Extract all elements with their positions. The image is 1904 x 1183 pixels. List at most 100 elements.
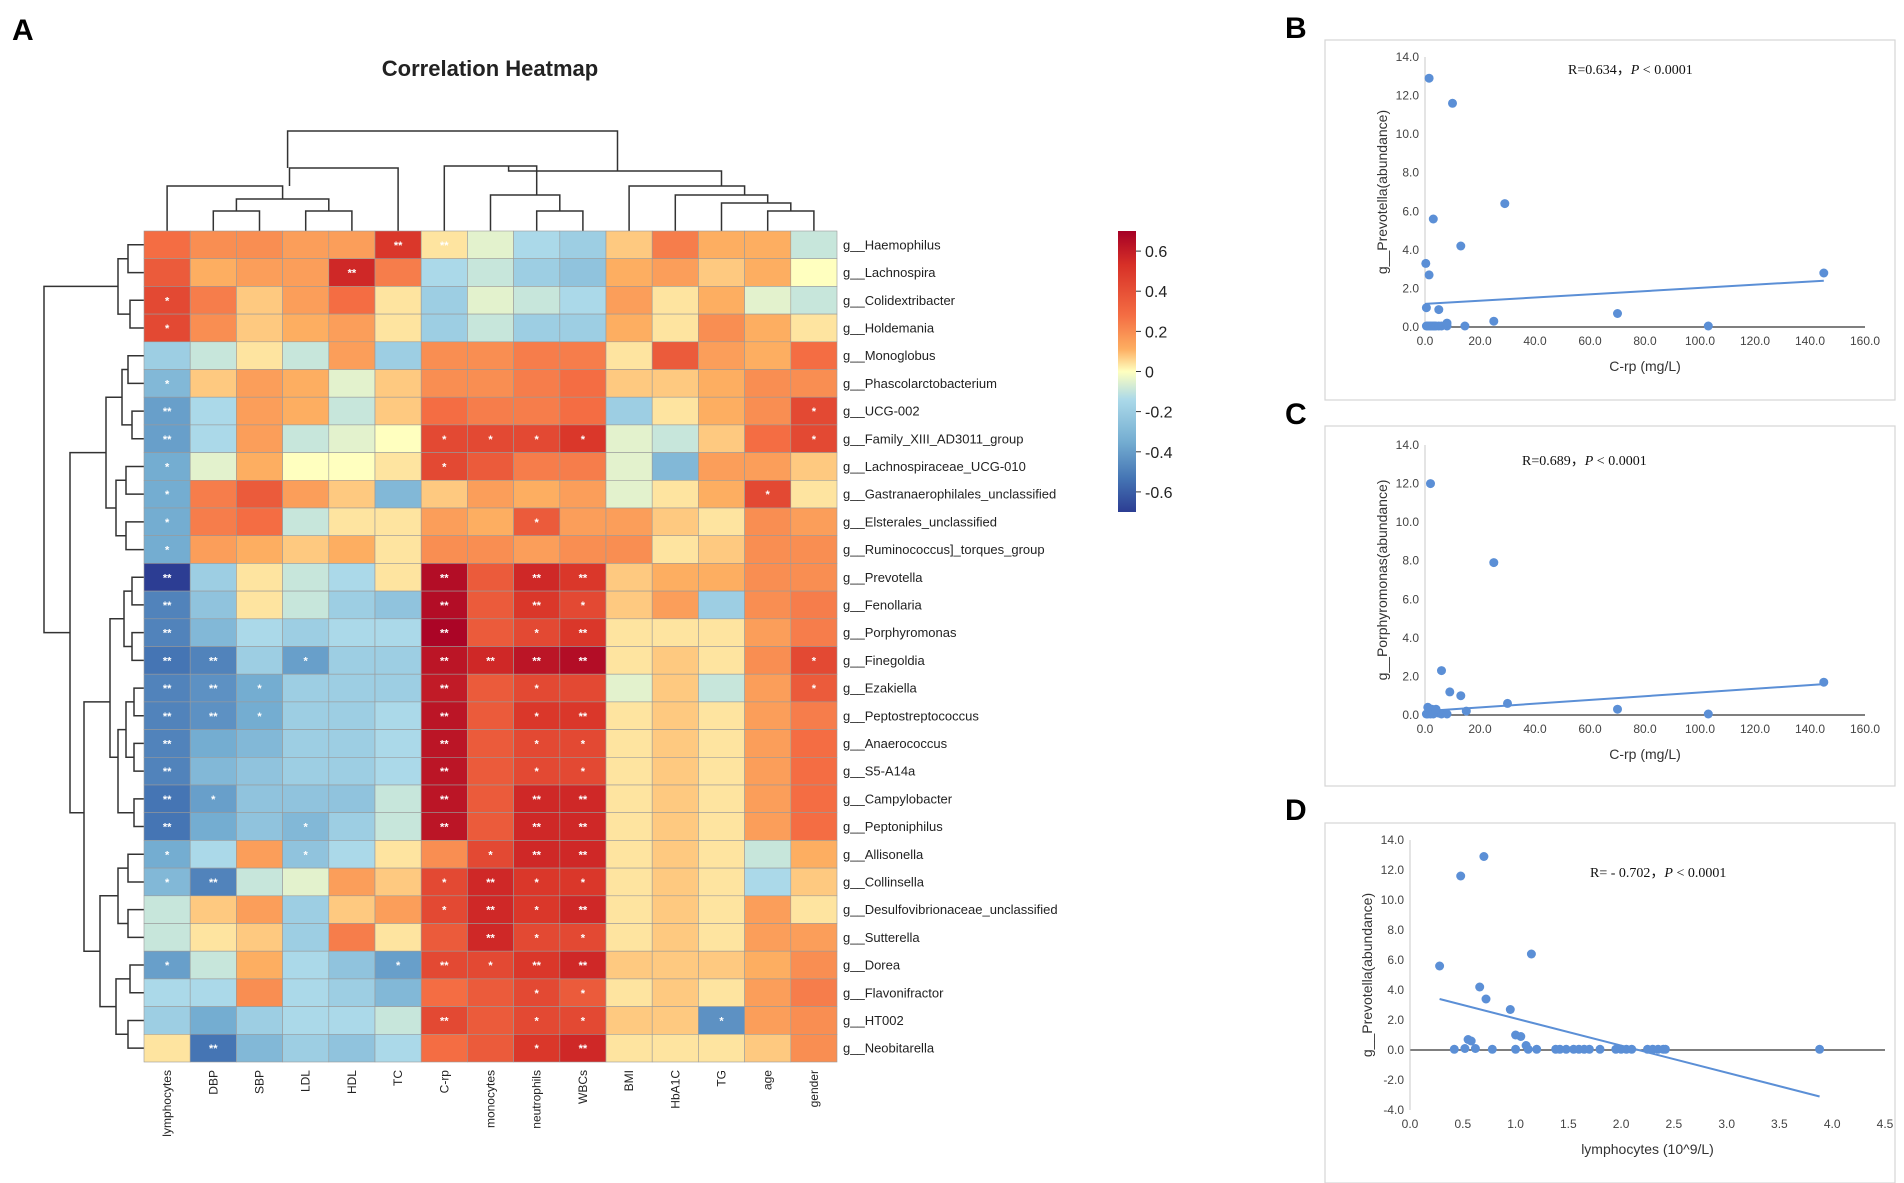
- heatmap-cell: [467, 812, 514, 841]
- heatmap-cell: [143, 369, 191, 398]
- heatmap-cell: [744, 507, 792, 537]
- heatmap-cell: [143, 230, 191, 260]
- heatmap-cell: [236, 646, 283, 675]
- dendrogram-link: [109, 618, 124, 759]
- heatmap-cell: [328, 286, 376, 315]
- heatmap-cell: [698, 535, 745, 564]
- heatmap-cell: [698, 341, 745, 370]
- heatmap-cell: [374, 590, 422, 620]
- significance-mark: **: [579, 711, 588, 723]
- heatmap-cell: [790, 1006, 838, 1035]
- data-point: [1505, 1005, 1515, 1014]
- heatmap-cell: [698, 978, 745, 1007]
- y-tick-label: 8.0: [1402, 166, 1419, 180]
- heatmap-cell: [420, 867, 468, 897]
- heatmap-cell: [513, 729, 561, 758]
- heatmap-cell: [374, 923, 422, 952]
- heatmap-cell: [513, 978, 561, 1007]
- heatmap-cell: [328, 812, 376, 841]
- row-label: g__Phascolarctobacterium: [843, 376, 997, 391]
- data-point: [1456, 871, 1466, 881]
- heatmap-cell: [467, 784, 514, 814]
- data-point: [1660, 1044, 1670, 1054]
- correlation-annotation: R= - 0.702，P < 0.0001: [1590, 866, 1726, 881]
- heatmap-cell: [374, 729, 422, 758]
- significance-mark: **: [163, 572, 172, 584]
- heatmap-cell: [605, 646, 653, 675]
- y-tick-label: 14.0: [1381, 833, 1405, 847]
- heatmap-cell: [467, 673, 514, 703]
- heatmap-cell: [328, 701, 376, 730]
- significance-mark: **: [440, 600, 449, 612]
- data-point: [1424, 270, 1434, 280]
- significance-mark: **: [163, 711, 172, 723]
- dendrogram-link: [674, 194, 769, 231]
- row-label: g__Haemophilus: [843, 237, 941, 252]
- heatmap-cell: [513, 1034, 561, 1063]
- heatmap-cell: [513, 1006, 561, 1035]
- heatmap-cell: [143, 452, 191, 481]
- heatmap-cell: [467, 701, 514, 730]
- row-label: g__Lachnospira: [843, 265, 936, 280]
- significance-mark: *: [812, 655, 817, 667]
- significance-mark: **: [163, 655, 172, 667]
- significance-mark: *: [442, 877, 447, 889]
- data-point: [1479, 852, 1489, 861]
- heatmap-cell: [143, 923, 191, 952]
- x-tick-label: 4.0: [1824, 1117, 1841, 1131]
- significance-mark: *: [396, 960, 401, 972]
- heatmap-cell: [282, 258, 330, 287]
- significance-mark: *: [535, 683, 540, 695]
- heatmap-cell: [605, 286, 653, 315]
- heatmap-cell: [189, 341, 237, 370]
- heatmap-cell: [790, 507, 838, 537]
- heatmap-cell: [236, 618, 283, 647]
- heatmap-cell: [559, 950, 607, 980]
- heatmap-cell: [143, 507, 191, 537]
- heatmap-cell: [790, 452, 838, 481]
- significance-mark: **: [163, 794, 172, 806]
- heatmap-cell: [651, 840, 699, 869]
- heatmap-cell: [374, 313, 422, 343]
- heatmap-cell: [559, 258, 607, 287]
- heatmap-cell: [420, 812, 468, 841]
- heatmap-cell: [189, 895, 237, 924]
- x-tick-label: 20.0: [1468, 722, 1492, 736]
- heatmap-cell: [698, 646, 745, 675]
- significance-mark: **: [532, 849, 541, 861]
- heatmap-cell: [282, 895, 330, 924]
- heatmap-cell: [790, 812, 838, 841]
- y-tick-label: 2.0: [1402, 669, 1419, 683]
- x-tick-label: 20.0: [1468, 334, 1492, 348]
- data-point: [1449, 1044, 1459, 1054]
- heatmap-cell: [328, 673, 376, 703]
- row-label: g__Dorea: [843, 958, 901, 973]
- heatmap-cell: [790, 729, 838, 758]
- significance-mark: **: [163, 738, 172, 750]
- heatmap-cell: [559, 424, 607, 453]
- heatmap-cell: [698, 369, 745, 398]
- data-point: [1428, 214, 1438, 224]
- heatmap-cell: [189, 313, 237, 343]
- significance-mark: *: [165, 378, 170, 390]
- heatmap-cell: [559, 1034, 607, 1063]
- significance-mark: **: [579, 960, 588, 972]
- heatmap-cell: [282, 1034, 330, 1063]
- data-point: [1442, 709, 1452, 719]
- heatmap-cell: [420, 313, 468, 343]
- heatmap-cell: [236, 840, 283, 869]
- significance-mark: *: [581, 766, 586, 778]
- heatmap-cell: [328, 424, 376, 453]
- heatmap-cell: [374, 258, 422, 287]
- heatmap-cell: [236, 535, 283, 564]
- heatmap-cell: [236, 895, 283, 924]
- x-tick-label: 0.5: [1454, 1117, 1471, 1131]
- heatmap-cell: [651, 590, 699, 620]
- heatmap-cell: [513, 452, 561, 481]
- heatmap-cell: [744, 535, 792, 564]
- heatmap-cell: [467, 895, 514, 924]
- dendrogram-link: [127, 853, 144, 883]
- x-tick-label: 60.0: [1578, 722, 1602, 736]
- data-point: [1423, 702, 1433, 712]
- heatmap-cell: [282, 507, 330, 537]
